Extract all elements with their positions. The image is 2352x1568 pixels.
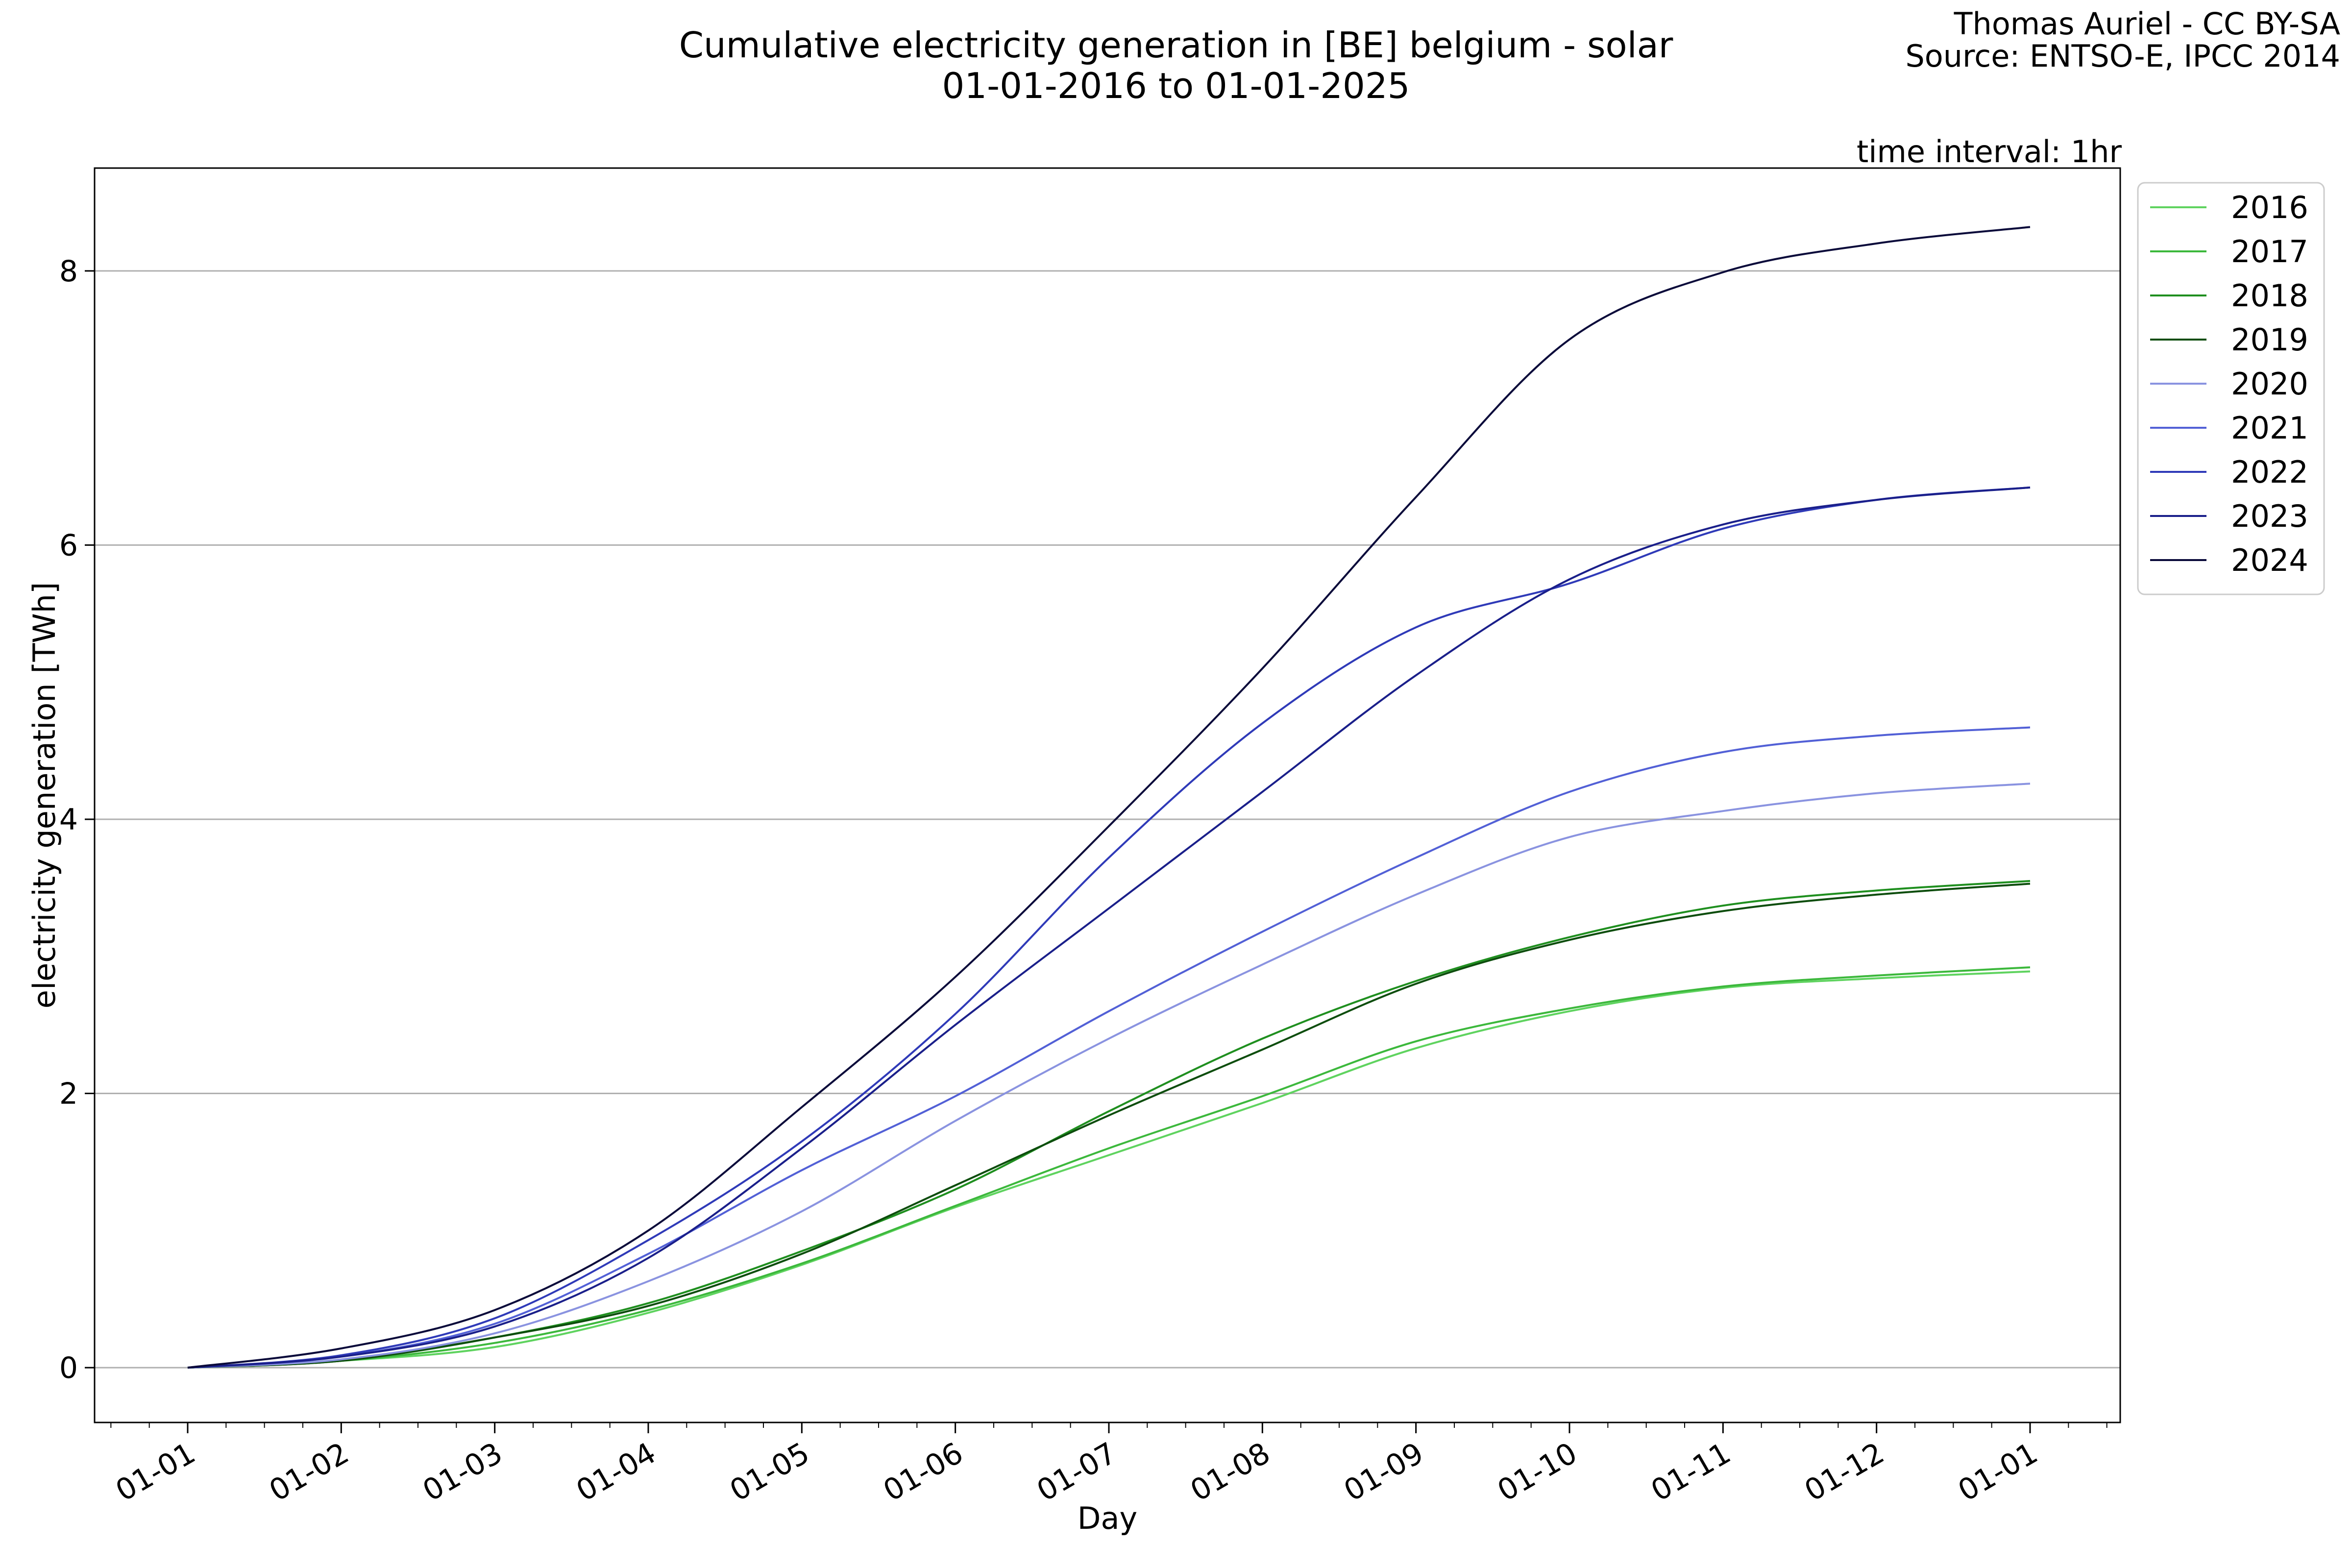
legend-label-2016: 2016: [2231, 190, 2308, 225]
time-interval-label: time interval: 1hr: [1857, 134, 2122, 170]
y-tick-label-2: 2: [59, 1077, 78, 1111]
series-line-2022: [187, 486, 2031, 1369]
x-tick-label-6: 01-07: [1031, 1436, 1123, 1508]
series-line-2020: [187, 783, 2031, 1369]
x-tick-label-11: 01-12: [1799, 1436, 1890, 1508]
credit-author: Thomas Auriel - CC BY-SA: [1954, 6, 2340, 42]
grid-lines: [95, 270, 2120, 1369]
x-tick-label-9: 01-10: [1492, 1436, 1583, 1508]
y-tick-label-0: 0: [59, 1351, 78, 1385]
y-tick-label-4: 4: [59, 803, 78, 837]
credit-source: Source: ENTSO-E, IPCC 2014: [1905, 38, 2340, 74]
x-tick-label-5: 01-06: [878, 1436, 969, 1508]
legend-label-2022: 2022: [2231, 454, 2308, 490]
x-tick-label-7: 01-08: [1185, 1436, 1276, 1508]
y-tick-label-8: 8: [59, 254, 78, 289]
chart-title: Cumulative electricity generation in [BE…: [679, 24, 1673, 66]
legend-label-2018: 2018: [2231, 278, 2308, 314]
x-tick-label-3: 01-04: [571, 1436, 662, 1508]
x-tick-label-0: 01-01: [110, 1436, 201, 1508]
y-axis: 0 2 4 6 8: [59, 254, 95, 1385]
series-line-2023: [187, 486, 2031, 1369]
series-line-2016: [187, 970, 2031, 1369]
x-tick-label-1: 01-02: [264, 1436, 355, 1508]
series-line-2021: [187, 726, 2031, 1369]
x-axis: 01-01 01-02 01-03 01-04 01-05 01-06 01-07 01-08…: [110, 1422, 2107, 1508]
legend-label-2021: 2021: [2231, 410, 2308, 446]
legend-label-2020: 2020: [2231, 366, 2308, 402]
legend-box: [2137, 182, 2325, 595]
series-line-2018: [187, 880, 2031, 1369]
plot-frame: [94, 167, 2121, 1423]
y-tick-label-6: 6: [59, 528, 78, 563]
x-tick-label-12: 01-01: [1953, 1436, 2044, 1508]
x-tick-label-10: 01-11: [1645, 1436, 1737, 1508]
legend-label-2023: 2023: [2231, 498, 2308, 534]
legend-label-2017: 2017: [2231, 234, 2308, 270]
series-line-2017: [187, 966, 2031, 1369]
series-line-2024: [187, 226, 2031, 1369]
x-tick-label-2: 01-03: [417, 1436, 508, 1508]
x-axis-label: Day: [1078, 1500, 1137, 1536]
legend: 2016 2017 2018 2019 2020 2021 2022 2023 2024: [2137, 182, 2325, 595]
x-tick-label-4: 01-05: [724, 1436, 815, 1508]
y-axis-label: electricity generation [TWh]: [26, 582, 62, 1008]
series-line-2019: [187, 882, 2031, 1369]
chart-subtitle: 01-01-2016 to 01-01-2025: [942, 65, 1410, 106]
legend-label-2019: 2019: [2231, 322, 2308, 358]
x-tick-label-8: 01-09: [1338, 1436, 1429, 1508]
legend-label-2024: 2024: [2231, 542, 2308, 578]
series-lines: [187, 226, 2031, 1369]
